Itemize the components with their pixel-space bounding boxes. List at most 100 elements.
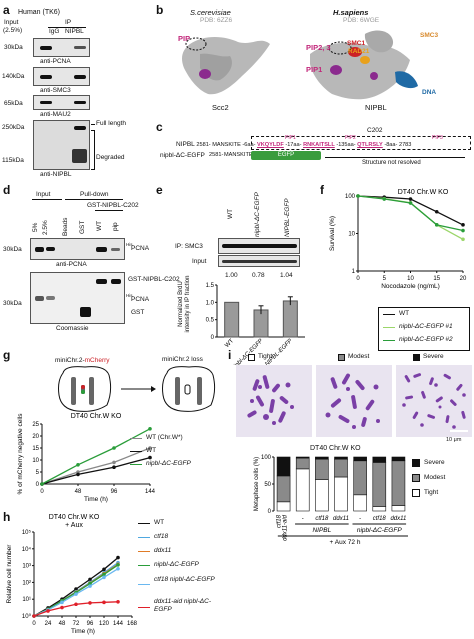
data-point — [88, 577, 92, 582]
x-tick-label: 0 — [32, 621, 36, 627]
panel-f-label: f — [320, 183, 324, 197]
g-mini-left-text: miniChr.2- — [55, 357, 85, 364]
x-category-label: ctf18 — [373, 516, 387, 522]
input-pct: (2.5%) — [3, 27, 23, 34]
data-point — [116, 555, 120, 560]
treatment-label: + Aux 72 h — [330, 539, 361, 546]
y-tick-label: 10³ — [22, 564, 31, 570]
stacked-bar-segment — [315, 458, 329, 480]
bar — [282, 300, 298, 338]
panel-a-title: Human (TK6) — [18, 9, 61, 16]
h-legend-ddx11aid: ddx11-aid nipbl-ΔC-EGFP — [154, 598, 211, 613]
species-human: H.sapiens — [333, 8, 369, 17]
series-line — [41, 447, 151, 485]
g-cell-diagram — [58, 366, 216, 412]
stacked-bar-segment — [372, 456, 387, 463]
f-legend-wt: WT — [399, 310, 410, 317]
data-point — [102, 600, 106, 605]
x-tick-label: 144 — [113, 621, 124, 627]
y-tick-label: 10¹ — [22, 597, 31, 603]
species-yeast: S.cerevisiae — [190, 8, 231, 17]
y-tick-label: 100 — [261, 455, 272, 461]
pip1-label: PIP1 — [285, 135, 296, 141]
data-point — [88, 601, 92, 605]
lane-nipbl: NIPBL — [65, 28, 84, 35]
i-legend-severe: Severe — [423, 353, 444, 360]
i-chart-title: DT40 Chr.W KO — [310, 445, 361, 452]
chart-subtitle: + Aux — [65, 522, 83, 529]
panel-i-label: i — [228, 348, 232, 362]
stacked-bar-segment — [353, 494, 367, 512]
data-point — [408, 201, 413, 205]
data-point — [102, 575, 106, 580]
data-point — [88, 584, 92, 588]
data-point — [148, 455, 152, 460]
d-lane-pip: pip — [112, 222, 119, 231]
pip-circle-human — [328, 41, 352, 55]
panel-e-label: e — [156, 183, 163, 197]
y-tick-label: 100 — [345, 194, 356, 200]
micrograph-severe — [396, 365, 472, 437]
g-legend-wt-swatch — [130, 451, 142, 452]
i-rswatch-severe — [412, 459, 420, 467]
d-pulldown: Pull-down — [80, 191, 109, 198]
motif: MANSKITE — [212, 142, 241, 148]
pdb-yeast: PDB: 6ZZ6 — [200, 17, 233, 24]
data-point — [32, 614, 36, 618]
x-tick-label: 5 — [383, 276, 387, 282]
d-lane-wt: WT — [96, 220, 103, 231]
y-tick-label: 20 — [32, 434, 39, 440]
x-axis-label: Time (h) — [71, 628, 95, 635]
pip1-seq: VKQYLDF — [257, 142, 284, 148]
c202-label: C202 — [367, 127, 383, 134]
stacked-bar-segment — [334, 476, 348, 512]
data-point — [356, 194, 360, 198]
d-pcna-2: PCNA — [131, 296, 150, 303]
structure-graphics — [182, 30, 418, 100]
g-legend-wtw-swatch — [130, 438, 142, 439]
pip3-seq: QTLRSLY — [357, 142, 383, 148]
data-point — [76, 472, 80, 477]
d-input: Input — [36, 191, 51, 198]
data-point — [112, 460, 116, 465]
d-coomassie: Coomassie — [56, 325, 89, 332]
chart-h: 10⁰ 10¹ 10² 10³ 10⁴ 10⁵ 0 24 48 72 96 120 144 168 Time… — [6, 514, 137, 635]
chart-title: DT40 Chr.W KO — [398, 189, 449, 196]
data-point — [88, 581, 92, 586]
ab-smc3: anti-SMC3 — [40, 87, 71, 94]
stacked-bar-segment — [295, 468, 310, 512]
e-val-dc: 0.78 — [252, 272, 265, 279]
g-arrowhead — [151, 386, 156, 392]
h-legend-nipbl: nipbl-ΔC-EGFP — [154, 561, 199, 568]
d-lane-beads: Beads — [62, 217, 69, 236]
data-point — [116, 566, 120, 571]
x-tick-label: 144 — [145, 489, 156, 495]
lane-igg: IgG — [49, 28, 60, 35]
blot-d-coomassie — [30, 272, 125, 324]
h-legend-ctf18: ctf18 — [154, 533, 169, 540]
panel-d-label: d — [3, 183, 11, 197]
i-micrographs — [236, 365, 472, 437]
y-tick-label: 1.5 — [206, 283, 215, 289]
y-tick-label: 15 — [32, 446, 39, 452]
gap1: -6aa- — [242, 142, 256, 148]
y-tick-label: 0 — [36, 482, 40, 488]
x-tick-label: 48 — [59, 621, 66, 627]
c202-box — [251, 136, 471, 150]
i-legend-top: Tight Modest Severe — [248, 352, 468, 364]
egfp-box: EGFP — [251, 151, 321, 160]
bar — [224, 301, 240, 338]
y-tick-label: 0.5 — [206, 318, 215, 324]
panel-c-label: c — [156, 120, 163, 134]
pip-circle-yeast — [185, 37, 207, 51]
data-point — [148, 427, 152, 431]
nipbl-end: 2783 — [398, 142, 412, 148]
full-length-label: Full length — [96, 120, 126, 127]
y-tick-label: 5 — [36, 470, 40, 476]
e-ylabel: Normalized BrdU intensity in IP fraction — [178, 275, 191, 333]
y-axis-label: Metaphase cells (%) — [254, 457, 260, 511]
h-legend-ddx11aid-swatch — [138, 607, 150, 608]
blot-smc3 — [33, 67, 90, 86]
stacked-bar-segment — [334, 456, 348, 460]
